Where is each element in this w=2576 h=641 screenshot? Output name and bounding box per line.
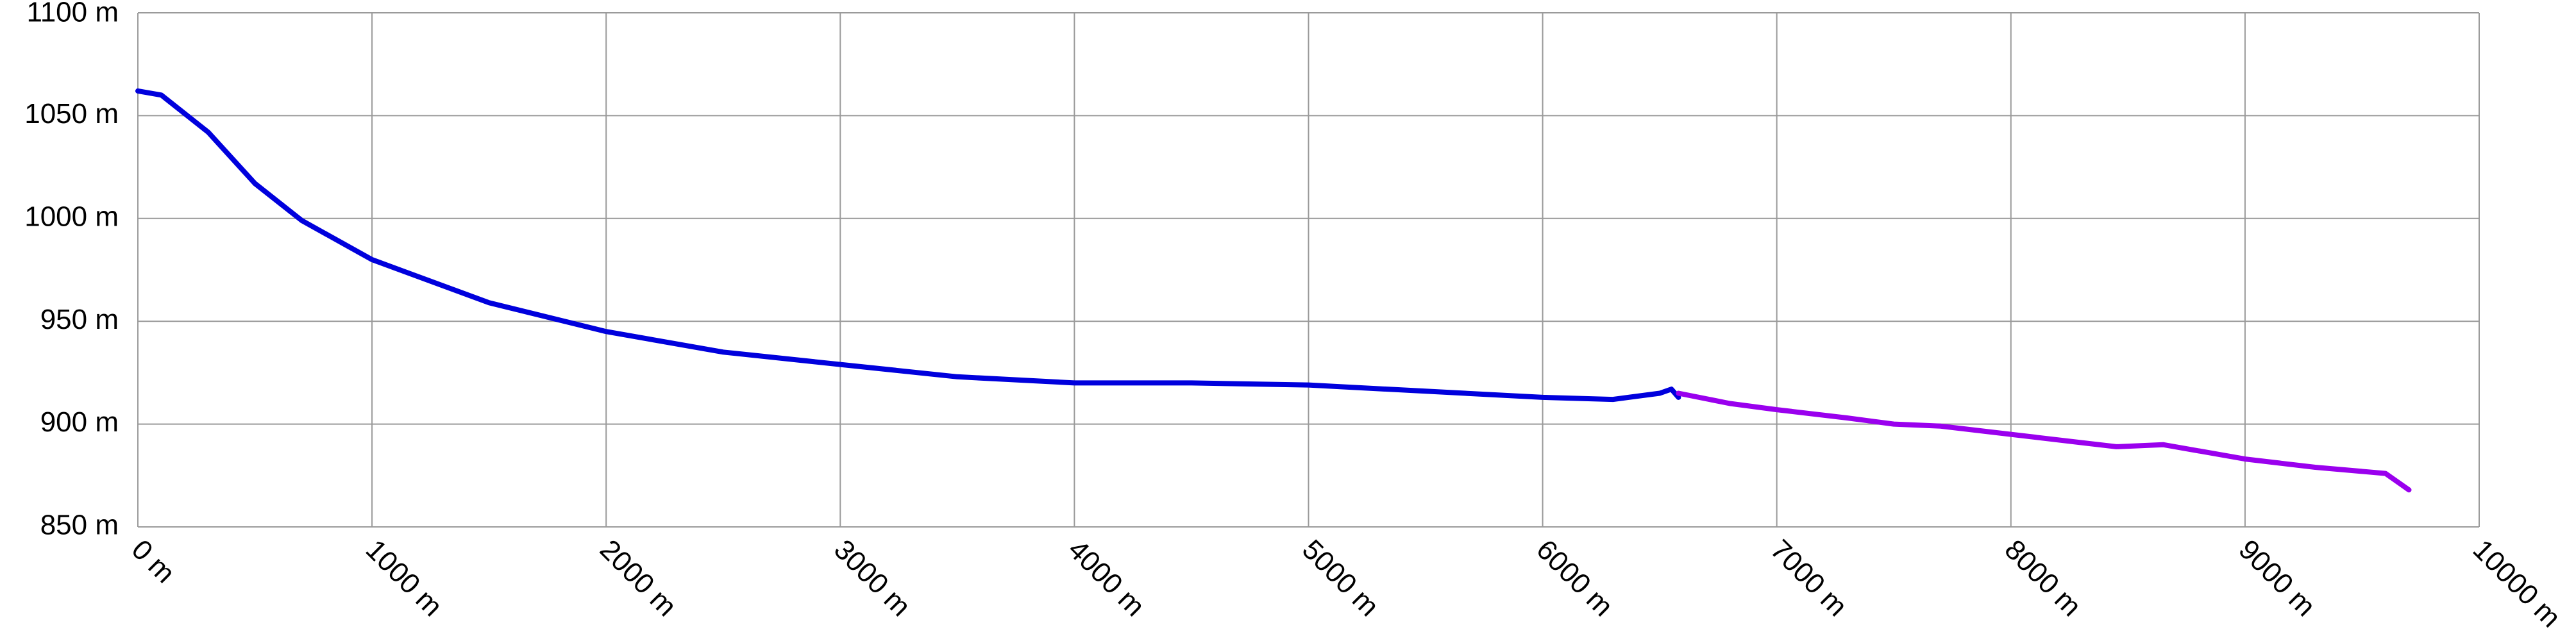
elevation-line [135, 88, 1681, 403]
x-tick-label: 1000 m [360, 534, 448, 622]
x-tick-label: 6000 m [1530, 534, 1619, 622]
x-tick-label: 4000 m [1062, 534, 1150, 622]
y-tick-label: 850 m [40, 510, 119, 541]
y-tick-label: 900 m [40, 406, 119, 438]
x-tick-label: 0 m [126, 534, 181, 590]
x-tick-label: 2000 m [594, 534, 682, 622]
y-tick-label: 1050 m [24, 98, 119, 129]
x-tick-label: 9000 m [2233, 534, 2321, 622]
x-tick-label: 5000 m [1296, 534, 1385, 622]
x-tick-label: 10000 m [2467, 534, 2567, 634]
x-tick-label: 3000 m [828, 534, 916, 622]
y-tick-label: 1000 m [24, 201, 119, 232]
x-tick-label: 7000 m [1764, 534, 1853, 622]
y-tick-label: 950 m [40, 304, 119, 335]
elevation-line [1676, 390, 2412, 493]
y-tick-label: 1100 m [27, 0, 119, 28]
x-tick-label: 8000 m [1999, 534, 2087, 622]
